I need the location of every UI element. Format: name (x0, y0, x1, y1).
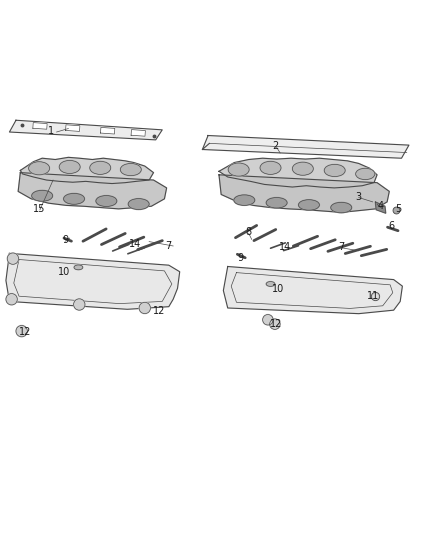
Text: 11: 11 (367, 291, 379, 301)
Ellipse shape (356, 168, 375, 180)
Circle shape (270, 319, 280, 329)
Polygon shape (219, 158, 377, 188)
Ellipse shape (324, 164, 345, 176)
Ellipse shape (128, 199, 149, 209)
Text: 9: 9 (237, 253, 243, 263)
Text: 14: 14 (129, 239, 141, 249)
Ellipse shape (292, 162, 313, 175)
Circle shape (7, 253, 18, 264)
Text: 15: 15 (33, 204, 45, 214)
Polygon shape (100, 127, 115, 134)
Ellipse shape (298, 200, 319, 210)
Text: 10: 10 (272, 284, 284, 294)
Ellipse shape (260, 161, 281, 174)
Text: 5: 5 (395, 204, 401, 214)
Ellipse shape (120, 164, 141, 176)
Text: 14: 14 (279, 242, 292, 252)
Ellipse shape (64, 193, 85, 204)
Ellipse shape (331, 203, 352, 213)
Text: 2: 2 (272, 141, 279, 151)
Text: 6: 6 (389, 221, 395, 231)
Polygon shape (18, 173, 166, 209)
Polygon shape (131, 130, 145, 136)
Text: 7: 7 (166, 241, 172, 251)
Ellipse shape (28, 161, 49, 175)
Ellipse shape (74, 265, 83, 270)
Ellipse shape (90, 161, 111, 174)
Text: 8: 8 (246, 228, 252, 237)
Ellipse shape (266, 198, 287, 208)
Text: 1: 1 (48, 126, 54, 136)
Circle shape (139, 302, 150, 313)
Circle shape (6, 294, 17, 305)
Ellipse shape (59, 160, 80, 174)
Polygon shape (33, 123, 47, 129)
Polygon shape (66, 125, 80, 132)
Polygon shape (375, 202, 386, 213)
Ellipse shape (32, 190, 53, 201)
Text: 12: 12 (269, 319, 282, 329)
Text: 3: 3 (356, 192, 362, 201)
Ellipse shape (96, 196, 117, 206)
Polygon shape (223, 266, 403, 313)
Text: 10: 10 (58, 266, 70, 277)
Text: 12: 12 (152, 306, 165, 316)
Text: 9: 9 (62, 235, 68, 245)
Circle shape (16, 326, 27, 337)
Text: 12: 12 (19, 327, 32, 337)
Text: 4: 4 (378, 201, 384, 211)
Ellipse shape (234, 195, 255, 205)
Polygon shape (6, 253, 180, 309)
Ellipse shape (228, 163, 249, 176)
Polygon shape (10, 120, 162, 140)
Text: 7: 7 (338, 242, 344, 252)
Ellipse shape (266, 281, 275, 286)
Polygon shape (20, 157, 153, 183)
Polygon shape (202, 135, 409, 158)
Polygon shape (219, 175, 389, 212)
Circle shape (263, 314, 273, 325)
Circle shape (74, 299, 85, 310)
